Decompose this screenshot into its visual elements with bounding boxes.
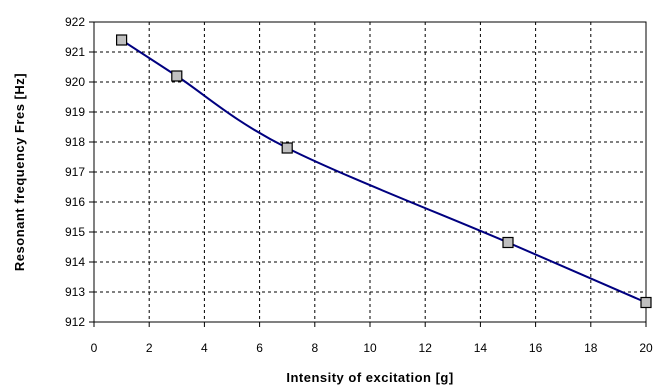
y-tick-label: 920 xyxy=(65,75,85,89)
x-tick-label: 14 xyxy=(474,341,488,355)
y-tick-label: 916 xyxy=(65,195,85,209)
y-tick-label: 922 xyxy=(65,15,85,29)
x-tick-label: 8 xyxy=(311,341,318,355)
data-point-marker xyxy=(115,34,128,46)
data-point-marker xyxy=(281,142,293,154)
y-tick-label: 914 xyxy=(65,255,85,269)
y-tick-label: 918 xyxy=(65,135,85,149)
y-axis-title: Resonant frequency Fres [Hz] xyxy=(12,73,27,271)
x-tick-label: 12 xyxy=(419,341,433,355)
grid-lines xyxy=(94,22,646,322)
x-axis-ticks: 0 2 4 6 8 10 12 14 16 18 20 xyxy=(91,322,653,355)
data-markers xyxy=(115,34,652,309)
x-tick-label: 20 xyxy=(639,341,653,355)
x-tick-label: 6 xyxy=(256,341,263,355)
data-point-marker xyxy=(502,236,514,249)
x-axis-title: Intensity of excitation [g] xyxy=(286,370,453,385)
y-tick-label: 921 xyxy=(65,45,85,59)
y-tick-label: 919 xyxy=(65,105,85,119)
data-point-marker xyxy=(640,296,652,309)
y-tick-label: 915 xyxy=(65,225,85,239)
x-tick-label: 16 xyxy=(529,341,543,355)
y-tick-label: 917 xyxy=(65,165,85,179)
x-tick-label: 2 xyxy=(146,341,153,355)
x-tick-label: 10 xyxy=(363,341,377,355)
series-line xyxy=(121,39,647,304)
y-tick-label: 913 xyxy=(65,285,85,299)
y-tick-label: 912 xyxy=(65,315,85,329)
x-tick-label: 0 xyxy=(91,341,98,355)
x-tick-label: 18 xyxy=(584,341,598,355)
data-point-marker xyxy=(171,70,183,82)
y-axis-ticks: 912 913 914 915 916 917 918 919 920 921 922 xyxy=(65,15,94,329)
x-tick-label: 4 xyxy=(201,341,208,355)
